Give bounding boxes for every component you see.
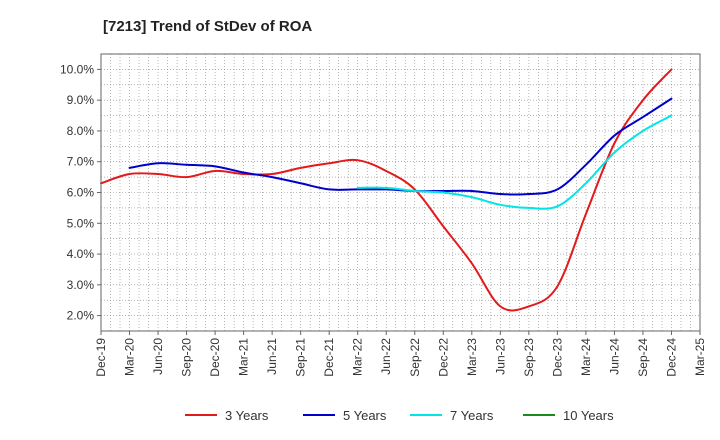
y-axis-ticks: 2.0% 3.0% 4.0% 5.0% 6.0% 7.0% 8.0% 9.0% 10.0% bbox=[60, 62, 101, 323]
legend: 3 Years 5 Years 7 Years 10 Years bbox=[185, 408, 614, 423]
x-tick-label: Sep-24 bbox=[636, 338, 650, 377]
x-axis-ticks: Dec-19 Mar-20 Jun-20 Sep-20 Dec-20 Mar-21 Jun-… bbox=[94, 331, 707, 377]
x-tick-label: Sep-22 bbox=[408, 338, 422, 377]
y-tick-label: 2.0% bbox=[67, 309, 95, 323]
y-tick-label: 4.0% bbox=[67, 247, 95, 261]
x-tick-label: Jun-23 bbox=[493, 338, 507, 375]
x-tick-label: Dec-20 bbox=[208, 338, 222, 377]
y-tick-label: 10.0% bbox=[60, 62, 94, 76]
x-tick-label: Dec-22 bbox=[436, 338, 450, 377]
x-tick-label: Mar-25 bbox=[693, 338, 707, 376]
x-tick-label: Jun-21 bbox=[265, 338, 279, 375]
series-line-2 bbox=[356, 114, 673, 210]
x-tick-label: Sep-23 bbox=[522, 338, 536, 377]
series-lines bbox=[100, 68, 673, 312]
chart-title: [7213] Trend of StDev of ROA bbox=[103, 18, 312, 35]
x-tick-label: Jun-24 bbox=[607, 338, 621, 375]
x-tick-label: Dec-24 bbox=[664, 338, 678, 377]
series-line-0 bbox=[100, 68, 673, 312]
plot-background bbox=[101, 54, 700, 331]
x-tick-label: Dec-23 bbox=[550, 338, 564, 377]
legend-label-0: 3 Years bbox=[225, 408, 269, 423]
y-tick-label: 7.0% bbox=[67, 155, 95, 169]
y-tick-label: 3.0% bbox=[67, 278, 95, 292]
y-tick-label: 5.0% bbox=[67, 216, 95, 230]
x-tick-label: Mar-21 bbox=[237, 338, 251, 376]
x-tick-label: Mar-22 bbox=[351, 338, 365, 376]
x-tick-label: Dec-21 bbox=[322, 338, 336, 377]
plot-area bbox=[101, 54, 700, 331]
x-tick-label: Mar-20 bbox=[123, 338, 137, 376]
x-tick-label: Sep-21 bbox=[294, 338, 308, 377]
x-tick-label: Mar-24 bbox=[579, 338, 593, 376]
x-tick-label: Jun-20 bbox=[151, 338, 165, 375]
x-tick-label: Jun-22 bbox=[379, 338, 393, 375]
legend-label-1: 5 Years bbox=[343, 408, 387, 423]
x-tick-label: Sep-20 bbox=[180, 338, 194, 377]
legend-label-2: 7 Years bbox=[450, 408, 494, 423]
x-tick-label: Dec-19 bbox=[94, 338, 108, 377]
y-tick-label: 6.0% bbox=[67, 186, 95, 200]
y-tick-label: 9.0% bbox=[67, 93, 95, 107]
legend-label-3: 10 Years bbox=[563, 408, 614, 423]
y-tick-label: 8.0% bbox=[67, 124, 95, 138]
x-tick-label: Mar-23 bbox=[465, 338, 479, 376]
